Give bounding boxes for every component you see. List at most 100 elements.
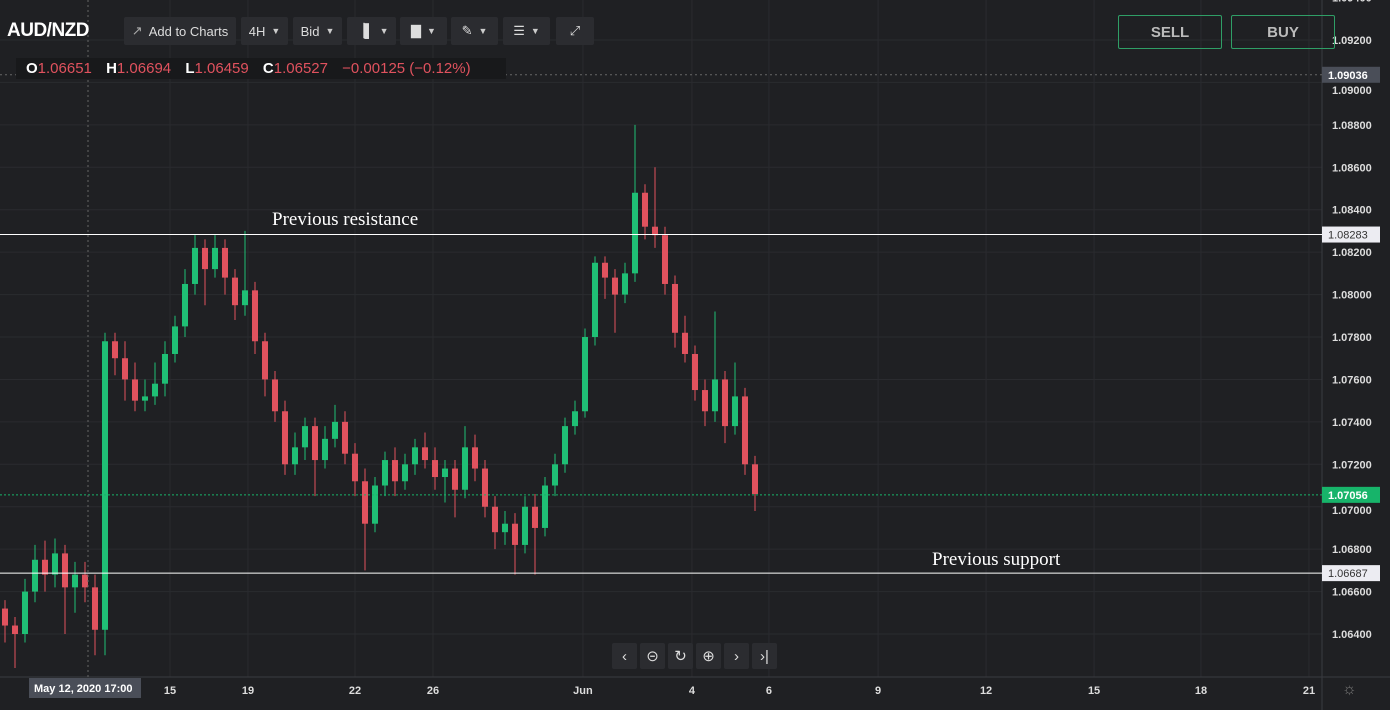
zoom-in-icon: ⊕	[702, 648, 715, 665]
close-label: C	[262, 60, 274, 77]
candle	[382, 451, 388, 497]
candle	[52, 538, 58, 588]
candle	[662, 226, 668, 295]
candle-body	[412, 447, 418, 465]
candle	[522, 496, 528, 554]
add-to-charts-button[interactable]: ↗ Add to Charts	[124, 17, 236, 45]
candle	[152, 362, 158, 405]
candle-body	[162, 353, 168, 384]
ohlc-readout: O1.06651 H1.06694 L1.06459 C1.06527 −0.0…	[16, 58, 506, 79]
candle	[162, 341, 168, 397]
candle-body	[742, 396, 748, 465]
candle-body	[442, 468, 448, 478]
candle-body	[582, 337, 588, 412]
candle	[422, 432, 428, 469]
candle-body	[362, 481, 368, 524]
chevron-down-icon: ▼	[478, 26, 488, 36]
collapse-button[interactable]: ⤢	[556, 17, 594, 45]
zoom-out-button[interactable]: ⊝	[640, 643, 665, 669]
scroll-right-button[interactable]: ›	[724, 643, 749, 669]
high-value: 1.06694	[116, 60, 172, 77]
change-value: −0.00125 (−0.12%)	[342, 60, 471, 77]
sell-button[interactable]: SELL	[1118, 15, 1222, 49]
candle	[2, 600, 8, 643]
candle-body	[662, 235, 668, 284]
candle	[272, 370, 278, 422]
symbol-title: AUD/NZD	[7, 20, 90, 41]
x-tick-label: 26	[427, 685, 439, 697]
candle-body	[132, 379, 138, 401]
candle	[192, 235, 198, 295]
candle-body	[532, 506, 538, 528]
support-annotation: Previous support	[932, 549, 1061, 570]
candle-body	[622, 273, 628, 295]
candle	[92, 574, 98, 656]
candle	[392, 447, 398, 497]
candle-body	[752, 464, 758, 495]
candle-body	[112, 341, 118, 359]
crosshair-price-tag	[1322, 66, 1380, 83]
y-tick-label: 1.09000	[1332, 85, 1372, 97]
candle	[122, 341, 128, 401]
candle-body	[592, 262, 598, 338]
settings-gear-icon[interactable]: ☼	[1342, 681, 1357, 698]
candle	[62, 544, 68, 635]
candle-body	[92, 587, 98, 630]
zoom-in-button[interactable]: ⊕	[696, 643, 721, 669]
candle-body	[342, 421, 348, 454]
y-tick-label: 1.07000	[1332, 505, 1372, 517]
refresh-icon: ↻	[674, 648, 687, 665]
candle-body	[262, 341, 268, 380]
scroll-to-end-button[interactable]: ›|	[752, 643, 777, 669]
candle-body	[492, 506, 498, 533]
buy-button[interactable]: BUY	[1231, 15, 1335, 49]
layers-dropdown[interactable]: ☰ ▼	[503, 17, 550, 45]
chevron-left-icon: ‹	[622, 647, 627, 665]
candle	[612, 269, 618, 333]
candle	[222, 239, 228, 295]
support-line-price-label: 1.06687	[1328, 568, 1368, 580]
candle	[712, 311, 718, 422]
candle-body	[572, 411, 578, 427]
candle	[552, 453, 558, 497]
candle-body	[652, 226, 658, 236]
y-tick-label: 1.09200	[1332, 35, 1372, 47]
candle	[592, 256, 598, 346]
x-tick-label: 15	[1088, 685, 1100, 697]
chevron-down-icon: ▼	[271, 26, 281, 36]
candle	[182, 269, 188, 338]
x-tick-label: 21	[1303, 685, 1315, 697]
drawing-tools-dropdown[interactable]: ✎ ▼	[451, 17, 498, 45]
candlestick-icon: ▕▌	[354, 23, 374, 38]
candle	[292, 432, 298, 475]
candle-body	[462, 447, 468, 490]
candle	[722, 370, 728, 444]
candle	[22, 578, 28, 643]
y-tick-label: 1.07800	[1332, 332, 1372, 344]
candle-body	[502, 523, 508, 533]
candle-body	[12, 625, 18, 635]
candle	[582, 328, 588, 418]
price-type-dropdown[interactable]: Bid ▼	[293, 17, 342, 45]
candle-body	[692, 353, 698, 391]
candle	[752, 455, 758, 511]
y-tick-label: 1.08800	[1332, 120, 1372, 132]
candle-body	[712, 379, 718, 412]
candle-body	[102, 341, 108, 630]
candle	[132, 362, 138, 412]
candle	[492, 496, 498, 550]
candle	[102, 332, 108, 656]
candle-body	[42, 559, 48, 575]
chart-type-dropdown[interactable]: ▕▌ ▼	[347, 17, 396, 45]
reset-button[interactable]: ↻	[668, 643, 693, 669]
candle-body	[142, 396, 148, 401]
candle-body	[482, 468, 488, 507]
indicators-dropdown[interactable]: ▇ ▼	[400, 17, 447, 45]
scroll-left-button[interactable]: ‹	[612, 643, 637, 669]
candle	[372, 477, 378, 533]
candle	[452, 460, 458, 518]
timeframe-dropdown[interactable]: 4H ▼	[241, 17, 288, 45]
candle	[622, 262, 628, 304]
add-to-charts-label: Add to Charts	[148, 23, 229, 39]
